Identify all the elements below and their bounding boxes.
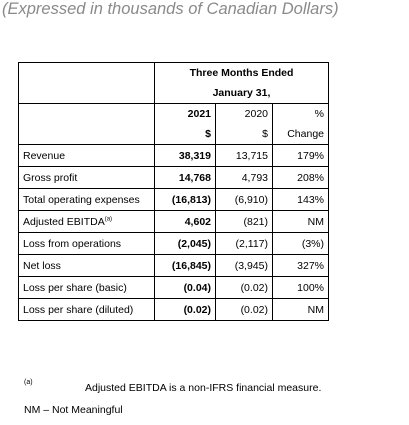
row-label: Gross profit: [18, 166, 155, 189]
heading: (Expressed in thousands of Canadian Doll…: [2, 0, 339, 18]
value-cell: 14,768: [154, 166, 216, 189]
row-label-text: Gross profit: [23, 171, 78, 184]
value-cell: (0.02): [215, 276, 273, 299]
value-cell: 38,319: [154, 144, 216, 167]
footnote-text: Adjusted EBITDA is a non-IFRS financial …: [85, 382, 322, 394]
value-cell: 208%: [272, 166, 329, 189]
value-cell: (6,910): [215, 188, 273, 211]
data-row: Total operating expenses (16,813) (6,910) 1…: [18, 188, 329, 211]
data-row: Loss per share (basic) (0.04) (0.02) 100%: [18, 276, 329, 299]
column-unit: $: [215, 124, 273, 145]
value-cell: (2,117): [215, 232, 273, 255]
value-cell: (3,945): [215, 254, 273, 277]
value-cell: 4,602: [154, 210, 216, 233]
column-year: %: [272, 103, 329, 124]
header-row: January 31,: [19, 83, 329, 104]
column-year: 2020: [215, 103, 273, 124]
column-unit: $: [154, 124, 216, 145]
row-label: Adjusted EBITDA(a): [18, 210, 155, 233]
header-blank: [18, 62, 155, 104]
data-row: Gross profit 14,768 4,793 208%: [18, 166, 329, 189]
data-row: Loss from operations (2,045) (2,117) (3%): [18, 232, 329, 255]
value-cell: (3%): [272, 232, 329, 255]
data-row: Revenue 38,319 13,715 179%: [18, 144, 329, 167]
row-label-text: Net loss: [23, 259, 61, 272]
value-cell: (2,045): [154, 232, 216, 255]
row-label: Total operating expenses: [18, 188, 155, 211]
row-note: (a): [104, 216, 113, 222]
header-row: $ $ Change: [19, 124, 329, 145]
period-label: Three Months Ended: [154, 62, 329, 83]
header-row: 2021 2020%: [18, 103, 329, 145]
date-label: January 31,: [154, 83, 329, 104]
value-cell: NM: [272, 210, 329, 233]
value-cell: 327%: [272, 254, 329, 277]
data-row: Net loss (16,845) (3,945) 327%: [18, 254, 329, 277]
row-label: Loss from operations: [18, 232, 155, 255]
footnote-marker: (a): [24, 379, 33, 386]
data-row: Loss per share (diluted) (0.02) (0.02) NM: [18, 298, 329, 321]
value-cell: 100%: [272, 276, 329, 299]
value-cell: (0.02): [154, 298, 216, 321]
row-label: Loss per share (basic): [18, 276, 155, 299]
row-label-text: Loss from operations: [23, 237, 122, 250]
row-label: Revenue: [18, 144, 155, 167]
value-cell: (16,845): [154, 254, 216, 277]
column-year: 2021: [154, 103, 216, 124]
value-cell: (16,813): [154, 188, 216, 211]
abbreviation-note: NM – Not Meaningful: [24, 404, 123, 416]
row-label: Loss per share (diluted): [18, 298, 155, 321]
value-cell: (0.04): [154, 276, 216, 299]
column-unit: Change: [272, 124, 329, 145]
value-cell: 4,793: [215, 166, 273, 189]
value-cell: 179%: [272, 144, 329, 167]
value-cell: NM: [272, 298, 329, 321]
value-cell: 13,715: [215, 144, 273, 167]
financial-table: Three Months Ended January 31, 2021 2020% $ $…: [18, 62, 329, 321]
value-cell: (821): [215, 210, 273, 233]
row-label-text: Revenue: [23, 149, 66, 162]
data-row: Adjusted EBITDA(a) 4,602 (821) NM: [18, 210, 329, 233]
value-cell: (0.02): [215, 298, 273, 321]
row-label-text: Loss per share (basic): [23, 281, 127, 294]
row-label-text: Loss per share (diluted): [23, 303, 134, 316]
row-label-text: Adjusted EBITDA: [23, 215, 105, 228]
header-row: Three Months Ended: [18, 62, 329, 104]
row-label-text: Total operating expenses: [23, 193, 140, 206]
value-cell: 143%: [272, 188, 329, 211]
row-label: Net loss: [18, 254, 155, 277]
header-blank: [18, 103, 155, 145]
